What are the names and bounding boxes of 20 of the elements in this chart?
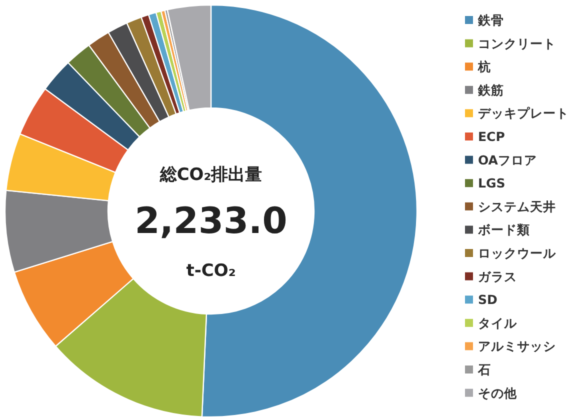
legend-label: ロックウール <box>478 246 557 260</box>
legend-label: デッキプレート <box>478 106 569 121</box>
legend-label: アルミサッシ <box>478 338 556 354</box>
legend-label: ボード類 <box>477 222 530 238</box>
legend-label: 鉄筋 <box>477 82 504 98</box>
legend-label: タイル <box>478 315 518 330</box>
legend-label: OAフロア <box>478 152 537 168</box>
legend-label: 石 <box>477 362 491 377</box>
legend-label: コンクリート <box>478 36 556 51</box>
legend-label: ECP <box>478 129 505 144</box>
text: 2,233.0 <box>134 201 288 242</box>
legend-label: SD <box>478 292 498 308</box>
legend-label: システム天井 <box>478 198 556 214</box>
legend-label: ガラス <box>478 268 517 284</box>
text: 総CO₂排出量 <box>158 165 262 185</box>
legend-label: その他 <box>478 385 518 400</box>
legend-label: LGS <box>478 176 506 191</box>
legend-label: 杭 <box>477 59 491 74</box>
legend-label: 鉄骨 <box>477 12 504 28</box>
text: t-CO₂ <box>186 261 236 281</box>
